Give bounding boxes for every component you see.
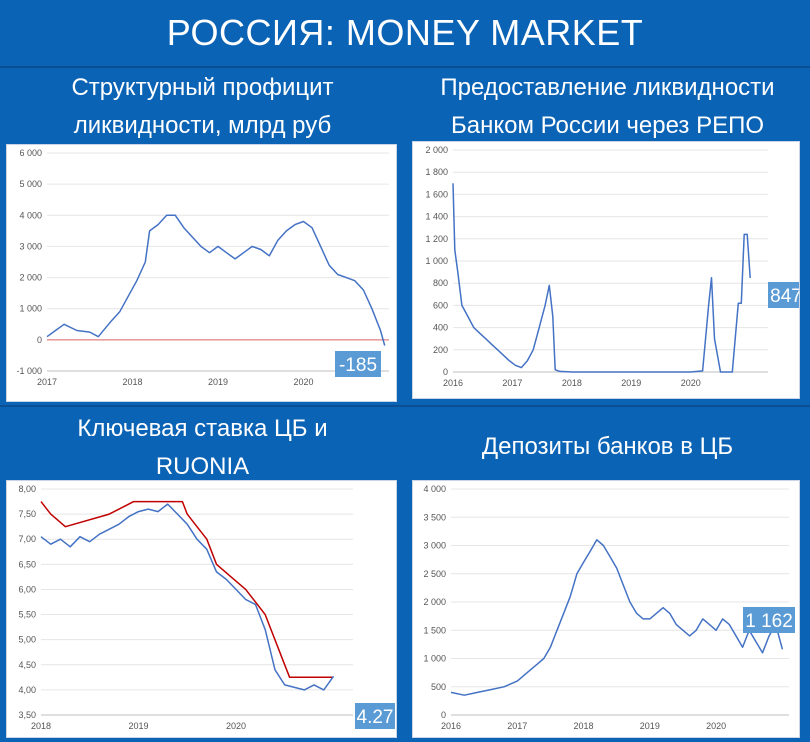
y-tick-label: 5 000 [19,179,42,189]
y-tick-label: 7,50 [18,509,36,519]
x-tick-label: 2017 [507,721,527,731]
panel-3-title: Ключевая ставка ЦБ и RUONIA [77,415,328,480]
y-tick-label: 3 000 [19,241,42,251]
x-tick-label: 2018 [574,721,594,731]
y-tick-label: 6 000 [19,148,42,158]
callout-value: -185 [339,355,377,376]
y-tick-label: 600 [433,300,448,310]
x-tick-label: 2019 [621,378,641,388]
callout-box [355,703,395,729]
title-divider [0,66,810,68]
x-tick-label: 2016 [443,378,463,388]
y-tick-label: 200 [433,345,448,355]
y-tick-label: 3 000 [423,541,446,551]
series-line [40,503,335,691]
y-tick-label: 0 [443,367,448,377]
page-title: РОССИЯ: MONEY MARKET [166,12,644,53]
series-line [450,539,784,696]
y-tick-label: 1 400 [425,212,448,222]
y-tick-label: 1 000 [423,654,446,664]
y-tick-label: 1 000 [425,256,448,266]
chart-key-rate-ruonia-svg: 8,00 7,50 7,00 6,50 6,00 5,50 5,00 4,50 4,00 3,50… [18,484,395,731]
chart-repo-liquidity: 2 000 1 800 1 600 1 400 1 200 1 000 800 600 400 2… [412,141,800,399]
series-line [452,183,751,373]
x-tick-label: 2020 [293,377,313,387]
callout-value: 4.27 [357,707,394,728]
y-tick-label: 6,00 [18,584,36,594]
y-tick-label: 6,50 [18,559,36,569]
y-tick-label: 8,00 [18,484,36,494]
chart-bank-deposits: 4 000 3 500 3 000 2 500 2 000 1 500 1 000 500 0 2… [412,480,800,738]
panel-4-title: Депозиты банков в ЦБ [481,433,734,460]
x-tick-label: 2018 [562,378,582,388]
y-tick-label: 1 800 [425,167,448,177]
callout-value: 1 162 [745,611,793,632]
chart-repo-liquidity-svg: 2 000 1 800 1 600 1 400 1 200 1 000 800 600 400 2… [425,145,799,388]
panel-2-title: Предоставление ликвидности Банком России… [440,74,775,139]
row-divider [0,405,810,407]
y-tick-label: 4,50 [18,660,36,670]
y-tick-label: 500 [431,682,446,692]
y-tick-label: 7,00 [18,534,36,544]
x-tick-label: 2020 [706,721,726,731]
y-tick-label: 2 000 [19,273,42,283]
callout-box [335,351,381,377]
x-tick-label: 2018 [122,377,142,387]
x-tick-label: 2019 [128,721,148,731]
y-tick-label: 1 600 [425,189,448,199]
series-line [46,214,386,346]
y-tick-label: 2 000 [423,597,446,607]
y-tick-label: 1 200 [425,234,448,244]
x-tick-label: 2019 [640,721,660,731]
y-tick-label: 3 500 [423,512,446,522]
y-tick-label: 2 000 [425,145,448,155]
y-tick-label: 400 [433,323,448,333]
panel-1-title: Структурный профицит ликвидности, млрд р… [71,74,334,139]
x-tick-label: 2017 [502,378,522,388]
y-tick-label: 4 000 [423,484,446,494]
x-tick-label: 2017 [37,377,57,387]
callout-box [743,607,795,633]
series-line [40,500,334,679]
y-tick-label: -1 000 [16,366,42,376]
y-tick-label: 0 [37,335,42,345]
callout-value: 847 [770,286,799,307]
y-tick-label: 1 000 [19,304,42,314]
y-tick-label: 5,00 [18,635,36,645]
y-tick-label: 3,50 [18,710,36,720]
chart-key-rate-ruonia: 8,00 7,50 7,00 6,50 6,00 5,50 5,00 4,50 4,00 3,50… [6,480,397,738]
y-tick-label: 1 500 [423,625,446,635]
y-tick-label: 4,00 [18,685,36,695]
y-tick-label: 800 [433,278,448,288]
callout-box [768,282,799,308]
x-tick-label: 2020 [226,721,246,731]
y-tick-label: 5,50 [18,610,36,620]
x-tick-label: 2020 [681,378,701,388]
y-tick-label: 4 000 [19,210,42,220]
x-tick-label: 2016 [441,721,461,731]
y-tick-label: 0 [441,710,446,720]
chart-liquidity-surplus: 6 000 5 000 4 000 3 000 2 000 1 000 0 -1 000 201… [6,144,397,402]
y-tick-label: 2 500 [423,569,446,579]
x-tick-label: 2019 [208,377,228,387]
x-tick-label: 2018 [31,721,51,731]
